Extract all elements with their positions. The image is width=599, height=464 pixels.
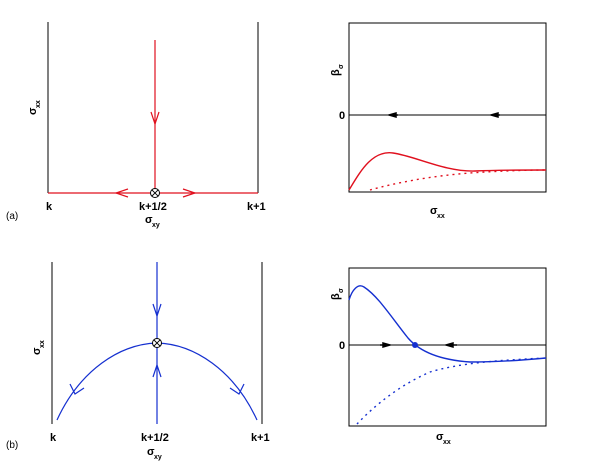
svg-text:σ: σ xyxy=(31,347,43,355)
svg-text:xx: xx xyxy=(437,213,445,220)
right-flow-arrow xyxy=(182,188,197,198)
zero-label: 0 xyxy=(339,340,345,352)
x-axis-label: σ xy xyxy=(145,214,160,229)
panel-b-beta-plot: 0 β σ σ xx xyxy=(330,267,547,446)
y-axis-label: β σ xyxy=(330,64,345,76)
flow-arrow-left-2 xyxy=(488,112,500,118)
beta-solid-curve xyxy=(348,285,547,363)
left-arc-arrow xyxy=(69,383,85,395)
panel-b-flow-diagram: (b) k k+1/2 k+1 σ xy σ xx xyxy=(6,262,270,461)
tick-label-k-plus-1: k+1 xyxy=(247,201,266,213)
svg-text:σ: σ xyxy=(430,205,438,217)
stable-fixed-point xyxy=(412,342,418,348)
x-axis-label: σ xy xyxy=(147,446,162,461)
right-arc-arrow xyxy=(229,383,245,395)
tick-label-k-half: k+1/2 xyxy=(141,432,169,444)
beta-dashed-curve xyxy=(369,169,547,191)
svg-text:σ: σ xyxy=(436,431,444,443)
y-axis-label: σ xx xyxy=(27,100,42,115)
flow-arrow-left-1 xyxy=(386,112,398,118)
svg-text:xy: xy xyxy=(152,222,160,229)
beta-solid-curve xyxy=(348,152,547,191)
panel-tag: (b) xyxy=(6,440,18,451)
svg-text:σ: σ xyxy=(147,446,155,458)
svg-text:σ: σ xyxy=(338,64,345,69)
svg-text:σ: σ xyxy=(27,107,39,115)
flow-arrow-left xyxy=(443,342,457,348)
panel-a-flow-diagram: (a) k k+1/2 k+1 σ xy σ xx xyxy=(6,22,266,229)
svg-text:β: β xyxy=(330,293,342,300)
zero-label: 0 xyxy=(339,110,345,122)
y-axis-label: σ xx xyxy=(31,340,46,355)
circled-times-icon xyxy=(150,188,160,198)
tick-label-k: k xyxy=(46,201,53,213)
down-flow-arrow xyxy=(150,111,160,126)
tick-label-k-half: k+1/2 xyxy=(139,201,167,213)
plot-frame xyxy=(348,22,547,193)
down-flow-arrow xyxy=(152,303,162,318)
flow-arrow-right xyxy=(380,342,393,348)
left-flow-arrow xyxy=(114,188,129,198)
svg-text:β: β xyxy=(330,69,342,76)
svg-text:xx: xx xyxy=(39,340,46,348)
svg-text:xx: xx xyxy=(443,439,451,446)
circled-times-icon xyxy=(152,338,162,348)
beta-dashed-curve xyxy=(356,357,547,425)
x-axis-label: σ xx xyxy=(436,431,451,446)
x-axis-label: σ xx xyxy=(430,205,445,220)
y-axis-label: β σ xyxy=(330,288,345,300)
plot-frame xyxy=(348,267,547,427)
up-flow-arrow xyxy=(152,363,162,378)
svg-text:σ: σ xyxy=(145,214,153,226)
panel-a-beta-plot: 0 β σ σ xx xyxy=(330,22,547,220)
svg-text:xx: xx xyxy=(35,100,42,108)
tick-label-k: k xyxy=(50,432,57,444)
svg-text:xy: xy xyxy=(154,454,162,461)
tick-label-k-plus-1: k+1 xyxy=(251,432,270,444)
panel-tag: (a) xyxy=(6,211,18,222)
svg-text:σ: σ xyxy=(338,288,345,293)
